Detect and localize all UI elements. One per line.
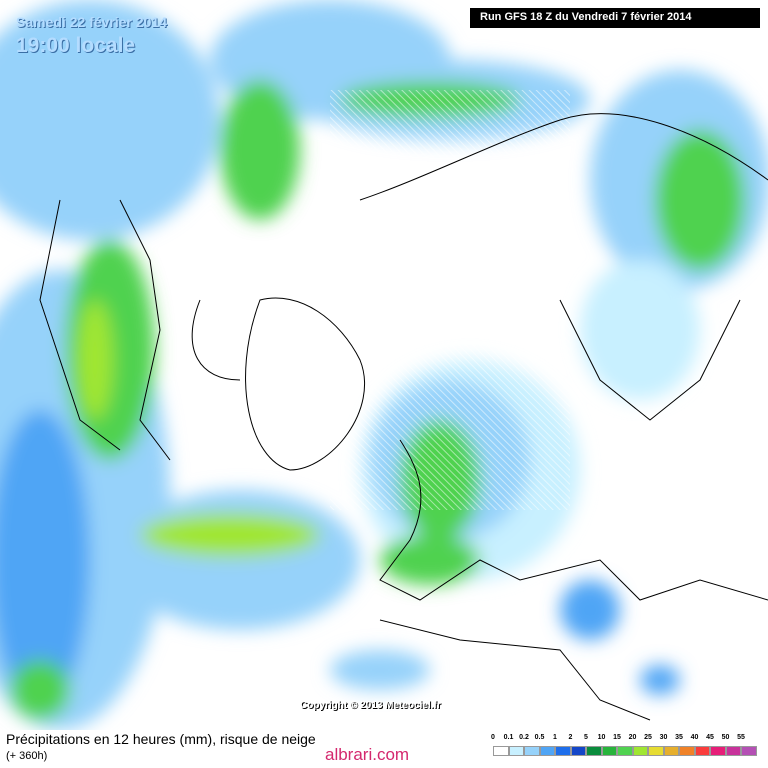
legend-swatch [524, 746, 540, 756]
legend-label: 10 [597, 734, 606, 741]
watermark: albrari.com [325, 745, 410, 764]
legend-label: 55 [737, 734, 745, 741]
legend-swatch [725, 746, 741, 756]
date-label: Samedi 22 février 2014 [16, 14, 167, 30]
legend-label: 0.1 [503, 734, 514, 741]
legend-label: 35 [675, 734, 683, 741]
legend-swatch [586, 746, 602, 756]
legend-label: 5 [584, 734, 588, 741]
legend-swatch [679, 746, 695, 756]
time-label: 19:00 locale [16, 34, 136, 57]
precip-fields [0, 0, 768, 730]
legend-label: 40 [690, 734, 699, 741]
legend-label: 45 [706, 734, 714, 741]
legend-swatch [617, 746, 633, 756]
legend-label: 2 [568, 734, 573, 741]
legend-swatch [508, 746, 524, 756]
snow-hatch [330, 90, 570, 510]
legend-swatch [570, 746, 586, 756]
legend-swatch [663, 746, 679, 756]
legend-label: 30 [659, 734, 668, 741]
legend-swatch [632, 746, 648, 756]
legend-swatch [710, 746, 726, 756]
legend-label: 20 [628, 734, 637, 741]
legend-swatch [493, 746, 509, 756]
coastlines [39, 113, 768, 721]
legend-swatch [694, 746, 710, 756]
footer-lead: (+ 360h) [6, 750, 48, 762]
run-box [470, 8, 760, 28]
legend-label: 15 [613, 734, 621, 741]
legend-swatch [601, 746, 617, 756]
legend-label: 0.2 [519, 734, 529, 741]
legend-label: 1 [553, 734, 557, 741]
legend-label: 50 [721, 734, 730, 741]
map [0, 0, 768, 730]
legend-swatch [555, 746, 571, 756]
legend-swatch [648, 746, 664, 756]
legend-label: 25 [644, 734, 652, 741]
footer-title: Précipitations en 12 heures (mm), risque… [6, 731, 316, 747]
legend-label: 0.5 [534, 734, 545, 741]
copyright: Copyright © 2013 Meteociel.fr [300, 700, 441, 711]
legend: 0 0.1 0.2 0.5 1 2 5 10 15 20 25 30 35 40 45 50 55 [488, 734, 764, 766]
legend-swatch [741, 746, 757, 756]
legend-swatch [539, 746, 555, 756]
legend-label: 0 [491, 734, 495, 741]
run-label: Run GFS 18 Z du Vendredi 7 février 2014 [480, 11, 692, 23]
